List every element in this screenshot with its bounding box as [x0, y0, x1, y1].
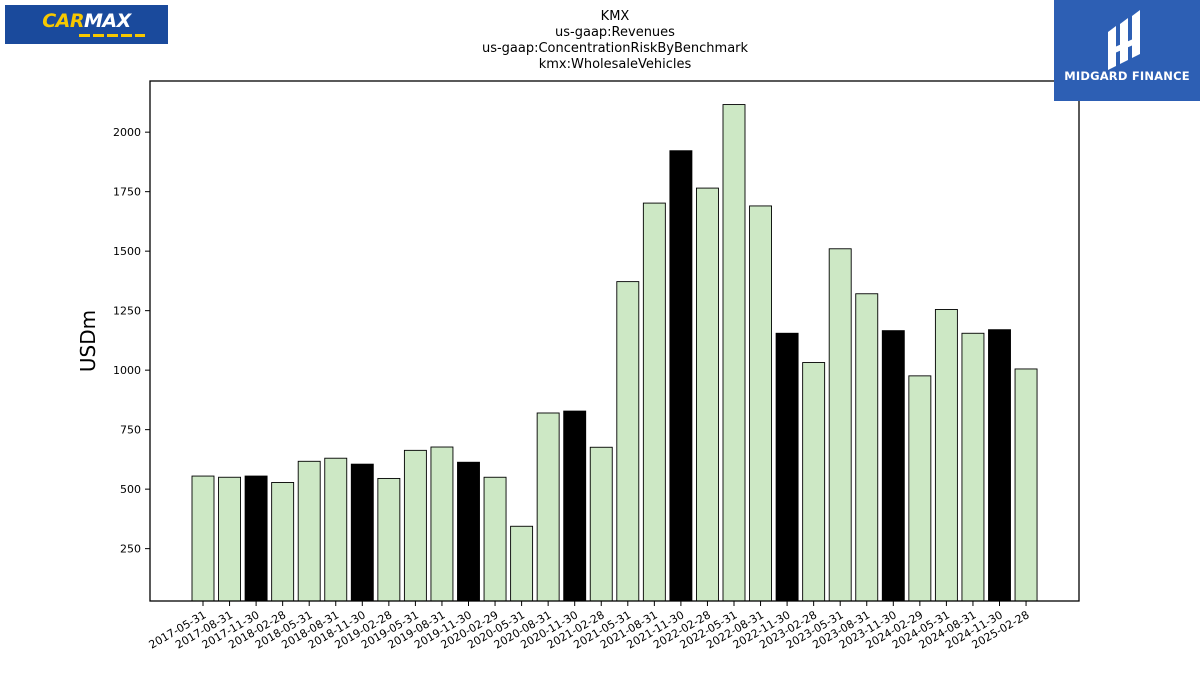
- plot-area-frame: [149, 80, 1080, 602]
- bar-2024-02-29: [908, 375, 932, 602]
- bar-2021-05-31: [616, 281, 640, 602]
- bar-2017-05-31: [191, 475, 215, 602]
- y-tick-label-500: 500: [120, 483, 141, 496]
- y-tick-label-2000: 2000: [113, 126, 141, 139]
- y-tick-label-1250: 1250: [113, 305, 141, 318]
- carmax-logo-text: CARMAX: [5, 10, 168, 32]
- bar-2024-08-31: [961, 332, 985, 602]
- bar-2022-05-31: [722, 104, 746, 602]
- bar-2023-02-28: [802, 362, 826, 602]
- bar-2019-11-30: [457, 461, 480, 602]
- y-tick-label-1000: 1000: [113, 364, 141, 377]
- bar-2024-05-31: [934, 309, 958, 602]
- bar-2019-02-28: [377, 477, 401, 602]
- bar-2022-08-31: [749, 205, 772, 602]
- chart-title-line-member: kmx:WholesaleVehicles: [539, 57, 692, 72]
- bar-2018-08-31: [324, 457, 348, 602]
- bar-2021-11-30: [669, 150, 693, 602]
- midgard-finance-logo: MIDGARD FINANCE: [1054, 0, 1200, 101]
- carmax-logo-text-max: MAX: [84, 10, 131, 32]
- carmax-logo-dashes: [79, 34, 145, 37]
- bar-2017-08-31: [218, 476, 242, 602]
- bar-2021-08-31: [642, 202, 666, 602]
- bar-2023-05-31: [828, 248, 852, 602]
- chart-title-line-axis: us-gaap:ConcentrationRiskByBenchmark: [482, 41, 749, 56]
- bar-2020-08-31: [536, 412, 560, 602]
- y-tick-label-1500: 1500: [113, 245, 141, 258]
- bar-2018-02-28: [271, 482, 295, 602]
- midgard-logo-text: MIDGARD FINANCE: [1064, 69, 1190, 83]
- y-axis-label: USDm: [76, 310, 100, 372]
- carmax-logo-text-car: CAR: [42, 10, 84, 32]
- y-tick-label-1750: 1750: [113, 186, 141, 199]
- bar-2019-08-31: [430, 446, 454, 602]
- bar-series: [191, 104, 1038, 602]
- bar-2017-11-30: [244, 475, 268, 602]
- bar-2023-11-30: [881, 330, 905, 602]
- bar-2025-02-28: [1014, 368, 1038, 602]
- bar-2020-02-29: [483, 476, 507, 602]
- bar-2018-11-30: [350, 463, 374, 602]
- chart-title: KMX us-gaap:Revenues us-gaap:Concentrati…: [482, 9, 749, 72]
- chart-title-line-ticker: KMX: [601, 9, 630, 24]
- bar-2019-05-31: [403, 449, 427, 602]
- y-tick-label-750: 750: [120, 424, 141, 437]
- carmax-logo: CARMAX: [5, 5, 168, 44]
- bar-2020-11-30: [563, 410, 587, 602]
- chart-title-line-concept: us-gaap:Revenues: [555, 25, 675, 40]
- bar-2023-08-31: [855, 293, 879, 602]
- bar-2022-02-28: [696, 187, 719, 602]
- bar-2022-11-30: [775, 332, 799, 602]
- y-axis-ticks: 250 500 750 1000 1250 1500 1750 2000: [113, 126, 150, 556]
- bar-2024-11-30: [988, 329, 1011, 602]
- midgard-mark-icon: [1108, 10, 1140, 70]
- bar-2021-02-28: [589, 446, 613, 602]
- x-axis-ticks: 2017-05-312017-08-312017-11-302018-02-28…: [147, 601, 1032, 652]
- bar-2018-05-31: [297, 460, 321, 602]
- bar-2020-05-31: [510, 525, 534, 602]
- y-tick-label-250: 250: [120, 543, 141, 556]
